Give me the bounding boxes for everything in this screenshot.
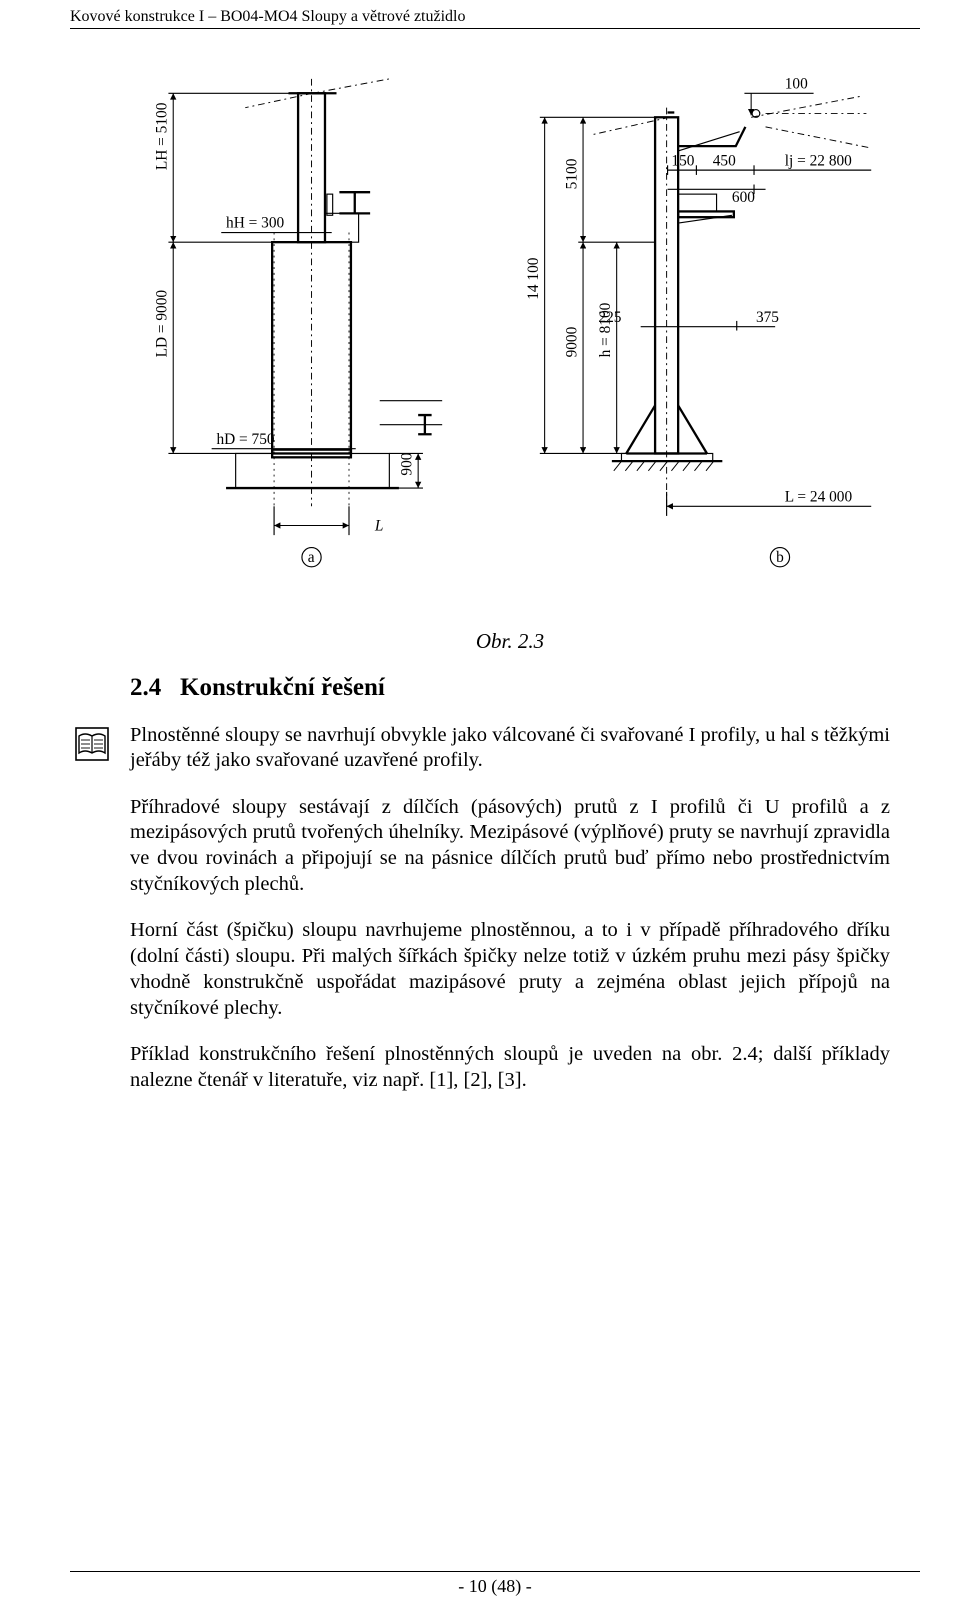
svg-text:L: L — [374, 517, 384, 534]
svg-text:LD = 9000: LD = 9000 — [153, 290, 170, 358]
section-title: Konstrukční řešení — [180, 674, 385, 702]
svg-text:450: 450 — [712, 152, 735, 169]
svg-text:375: 375 — [756, 309, 779, 326]
svg-text:a: a — [308, 549, 315, 566]
svg-text:150: 150 — [671, 152, 694, 169]
svg-text:600: 600 — [732, 189, 755, 206]
svg-text:hH = 300: hH = 300 — [226, 215, 284, 232]
paragraph-4: Příklad konstrukčního řešení plnostěnnýc… — [130, 1042, 890, 1094]
paragraph-3: Horní část (špičku) sloupu navrhujeme pl… — [130, 918, 890, 1021]
svg-text:LH = 5100: LH = 5100 — [153, 102, 170, 170]
diagram-b: 14 100 5100 9000 h = 8100 100 150 450 lj… — [487, 59, 890, 579]
figure-caption: Obr. 2.3 — [130, 629, 890, 654]
paragraph-2: Příhradové sloupy sestávají z dílčích (p… — [130, 795, 890, 898]
figure-2-3: LH = 5100 LD = 9000 hH = 300 hD = 750 90… — [130, 59, 890, 579]
page-header: Kovové konstrukce I – BO04-MO4 Sloupy a … — [70, 0, 920, 29]
svg-text:5100: 5100 — [563, 158, 580, 189]
svg-text:14 100: 14 100 — [524, 257, 541, 300]
svg-text:900: 900 — [398, 452, 415, 475]
svg-text:225: 225 — [598, 309, 621, 326]
section-number: 2.4 — [130, 674, 180, 702]
svg-text:lj = 22 800: lj = 22 800 — [784, 152, 851, 169]
svg-text:9000: 9000 — [563, 326, 580, 357]
svg-text:100: 100 — [784, 75, 807, 92]
svg-text:b: b — [776, 549, 784, 566]
page-footer: - 10 (48) - — [70, 1571, 920, 1597]
svg-text:L = 24 000: L = 24 000 — [784, 489, 852, 506]
paragraph-1: Plnostěnné sloupy se navrhují obvykle ja… — [130, 723, 890, 775]
diagram-a: LH = 5100 LD = 9000 hH = 300 hD = 750 90… — [130, 59, 457, 579]
svg-text:hD = 750: hD = 750 — [216, 431, 274, 448]
book-icon — [75, 727, 115, 761]
section-heading: 2.4 Konstrukční řešení — [130, 674, 890, 702]
